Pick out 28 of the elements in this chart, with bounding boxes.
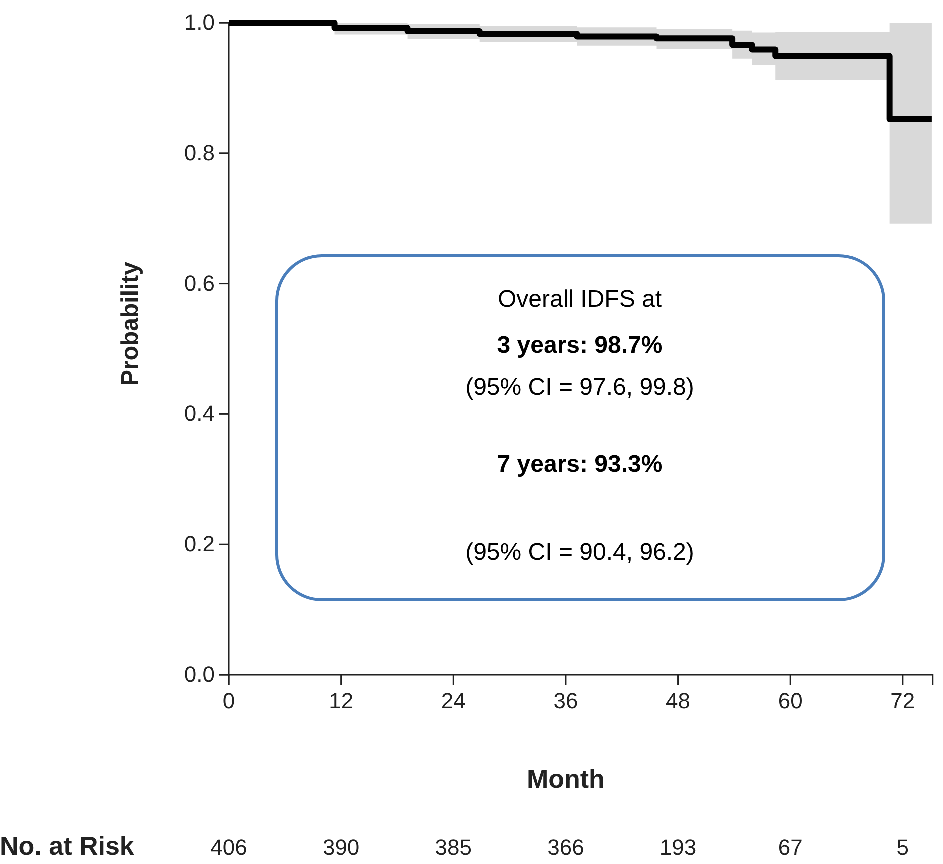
x-tick-label: 60 — [778, 688, 803, 714]
text: No. at Risk — [0, 831, 135, 861]
annotation: 3 years: 98.7% — [497, 332, 663, 359]
x-tick-label: 24 — [441, 688, 466, 714]
annotation: (95% CI = 90.4, 96.2) — [466, 539, 694, 566]
y-tick-label: 0.8 — [184, 140, 215, 166]
x-axis-title: Month — [526, 764, 605, 794]
text: 5 — [896, 835, 910, 860]
x-tick-label: 36 — [554, 688, 578, 714]
annotation: (95% CI = 97.6, 99.8) — [466, 374, 694, 401]
text: 366 — [548, 835, 584, 860]
y-tick-label: 1.0 — [184, 10, 215, 36]
x-tick-label: 0 — [222, 688, 236, 714]
y-tick-label: 0.0 — [184, 662, 215, 688]
y-tick-label: 0.4 — [184, 401, 215, 426]
text: 67 — [778, 835, 803, 860]
text: 385 — [435, 835, 472, 860]
annotation: 7 years: 93.3% — [497, 451, 663, 478]
text: 406 — [210, 835, 248, 860]
x-tick-label: 48 — [666, 688, 691, 714]
text: 193 — [660, 835, 697, 860]
y-tick-label: 0.6 — [184, 270, 215, 296]
x-tick-label: 72 — [890, 688, 916, 714]
text: 390 — [322, 835, 360, 860]
x-tick-label: 12 — [329, 688, 354, 714]
annotation: Overall IDFS at — [498, 286, 662, 313]
y-axis-title: Probability — [117, 261, 144, 386]
y-tick-label: 0.2 — [184, 532, 215, 557]
